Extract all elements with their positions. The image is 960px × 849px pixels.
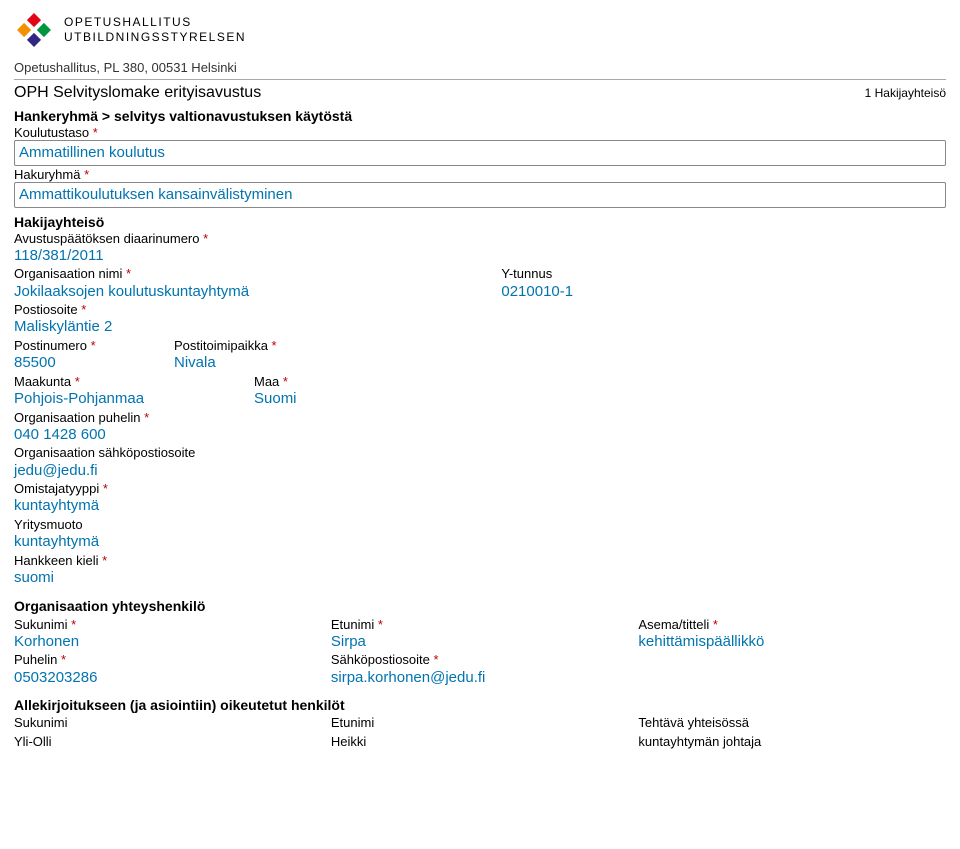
field-maakunta: Maakunta * Pohjois-Pohjanmaa (14, 375, 214, 409)
value-asema: kehittämispäällikkö (638, 632, 946, 652)
value-omistaja: kuntayhtymä (14, 496, 946, 516)
value-maa: Suomi (254, 389, 297, 409)
value-diaari: 118/381/2011 (14, 246, 946, 266)
value-hankkeen-kieli: suomi (14, 568, 946, 588)
label-sig-sukunimi: Sukunimi (14, 715, 331, 730)
heading-signatories: Allekirjoitukseen (ja asiointiin) oikeut… (14, 697, 946, 713)
form-page: OPETUSHALLITUS UTBILDNINGSSTYRELSEN Opet… (0, 0, 960, 759)
field-etunimi: Etunimi * Sirpa (331, 618, 639, 652)
value-ytunnus: 0210010-1 (501, 282, 573, 302)
field-postinumero: Postinumero * 85500 (14, 339, 134, 373)
row-contact-name: Sukunimi * Korhonen Etunimi * Sirpa Asem… (14, 616, 946, 652)
field-hankkeen-kieli: Hankkeen kieli * suomi (14, 554, 946, 588)
field-hakuryhma: Hakuryhmä * Ammattikoulutuksen kansainvä… (14, 168, 946, 208)
row-signatory-labels: Sukunimi Etunimi Tehtävä yhteisössä (14, 715, 946, 730)
oph-logo (14, 10, 54, 50)
heading-contact: Organisaation yhteyshenkilö (14, 598, 946, 614)
value-sukunimi: Korhonen (14, 632, 331, 652)
row-maakunta-maa: Maakunta * Pohjois-Pohjanmaa Maa * Suomi (14, 373, 946, 409)
heading-hakijayhteiso: Hakijayhteisö (14, 214, 946, 230)
org-name-sv: UTBILDNINGSSTYRELSEN (64, 30, 246, 45)
value-postitoimi: Nivala (174, 353, 277, 373)
org-name-fi: OPETUSHALLITUS (64, 15, 246, 30)
field-maa: Maa * Suomi (254, 375, 297, 409)
label-asema: Asema/titteli * (638, 618, 946, 632)
label-koulutustaso: Koulutustaso * (14, 126, 946, 140)
form-title: OPH Selvityslomake erityisavustus (14, 84, 261, 102)
label-org-nimi: Organisaation nimi * (14, 267, 461, 281)
value-puhelin: 0503203286 (14, 668, 331, 688)
field-asema: Asema/titteli * kehittämispäällikkö (638, 618, 946, 652)
row-signatory-values: Yli-Olli Heikki kuntayhtymän johtaja (14, 734, 946, 749)
row-orgname-ytunnus: Organisaation nimi * Jokilaaksojen koulu… (14, 265, 946, 301)
field-org-puhelin: Organisaation puhelin * 040 1428 600 (14, 411, 946, 445)
field-postiosoite: Postiosoite * Maliskyläntie 2 (14, 303, 946, 337)
value-email: sirpa.korhonen@jedu.fi (331, 668, 639, 688)
label-sig-tehtava: Tehtävä yhteisössä (638, 715, 946, 730)
field-org-email: Organisaation sähköpostiosoite jedu@jedu… (14, 446, 946, 480)
label-postiosoite: Postiosoite * (14, 303, 946, 317)
field-ytunnus: Y-tunnus 0210010-1 (501, 267, 573, 301)
value-maakunta: Pohjois-Pohjanmaa (14, 389, 214, 409)
field-omistaja: Omistajatyyppi * kuntayhtymä (14, 482, 946, 516)
value-sig-sukunimi: Yli-Olli (14, 734, 331, 749)
row-contact-phone: Puhelin * 0503203286 Sähköpostiosoite * … (14, 651, 946, 687)
label-hakuryhma: Hakuryhmä * (14, 168, 946, 182)
value-org-nimi: Jokilaaksojen koulutuskuntayhtymä (14, 282, 461, 302)
value-yritysmuoto: kuntayhtymä (14, 532, 946, 552)
label-org-email: Organisaation sähköpostiosoite (14, 446, 946, 460)
label-omistaja: Omistajatyyppi * (14, 482, 946, 496)
label-sukunimi: Sukunimi * (14, 618, 331, 632)
field-postitoimi: Postitoimipaikka * Nivala (174, 339, 277, 373)
org-wordmark: OPETUSHALLITUS UTBILDNINGSSTYRELSEN (64, 15, 246, 45)
label-hankkeen-kieli: Hankkeen kieli * (14, 554, 946, 568)
page-indicator: 1 Hakijayhteisö (865, 86, 946, 100)
org-address: Opetushallitus, PL 380, 00531 Helsinki (14, 60, 946, 80)
label-maa: Maa * (254, 375, 297, 389)
value-sig-etunimi: Heikki (331, 734, 639, 749)
label-postitoimi: Postitoimipaikka * (174, 339, 277, 353)
label-sig-etunimi: Etunimi (331, 715, 639, 730)
label-ytunnus: Y-tunnus (501, 267, 573, 281)
value-koulutustaso: Ammatillinen koulutus (14, 140, 946, 166)
value-postiosoite: Maliskyläntie 2 (14, 317, 946, 337)
title-row: OPH Selvityslomake erityisavustus 1 Haki… (14, 84, 946, 102)
value-org-email: jedu@jedu.fi (14, 461, 946, 481)
field-email: Sähköpostiosoite * sirpa.korhonen@jedu.f… (331, 653, 639, 687)
label-yritysmuoto: Yritysmuoto (14, 518, 946, 532)
label-org-puhelin: Organisaation puhelin * (14, 411, 946, 425)
field-koulutustaso: Koulutustaso * Ammatillinen koulutus (14, 126, 946, 166)
row-postinumero: Postinumero * 85500 Postitoimipaikka * N… (14, 337, 946, 373)
value-hakuryhma: Ammattikoulutuksen kansainvälistyminen (14, 182, 946, 208)
value-org-puhelin: 040 1428 600 (14, 425, 946, 445)
field-diaari: Avustuspäätöksen diaarinumero * 118/381/… (14, 232, 946, 266)
label-puhelin: Puhelin * (14, 653, 331, 667)
label-maakunta: Maakunta * (14, 375, 214, 389)
field-sukunimi: Sukunimi * Korhonen (14, 618, 331, 652)
label-etunimi: Etunimi * (331, 618, 639, 632)
label-postinumero: Postinumero * (14, 339, 134, 353)
value-postinumero: 85500 (14, 353, 134, 373)
header: OPETUSHALLITUS UTBILDNINGSSTYRELSEN (14, 10, 946, 54)
field-puhelin: Puhelin * 0503203286 (14, 653, 331, 687)
field-org-nimi: Organisaation nimi * Jokilaaksojen koulu… (14, 267, 461, 301)
label-email: Sähköpostiosoite * (331, 653, 639, 667)
value-etunimi: Sirpa (331, 632, 639, 652)
field-yritysmuoto: Yritysmuoto kuntayhtymä (14, 518, 946, 552)
breadcrumb: Hankeryhmä > selvitys valtionavustuksen … (14, 108, 946, 124)
label-diaari: Avustuspäätöksen diaarinumero * (14, 232, 946, 246)
value-sig-tehtava: kuntayhtymän johtaja (638, 734, 946, 749)
